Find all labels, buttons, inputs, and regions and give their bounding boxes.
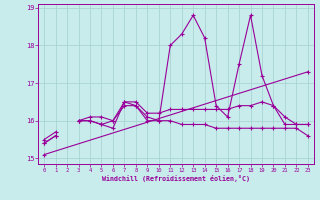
X-axis label: Windchill (Refroidissement éolien,°C): Windchill (Refroidissement éolien,°C) [102, 175, 250, 182]
